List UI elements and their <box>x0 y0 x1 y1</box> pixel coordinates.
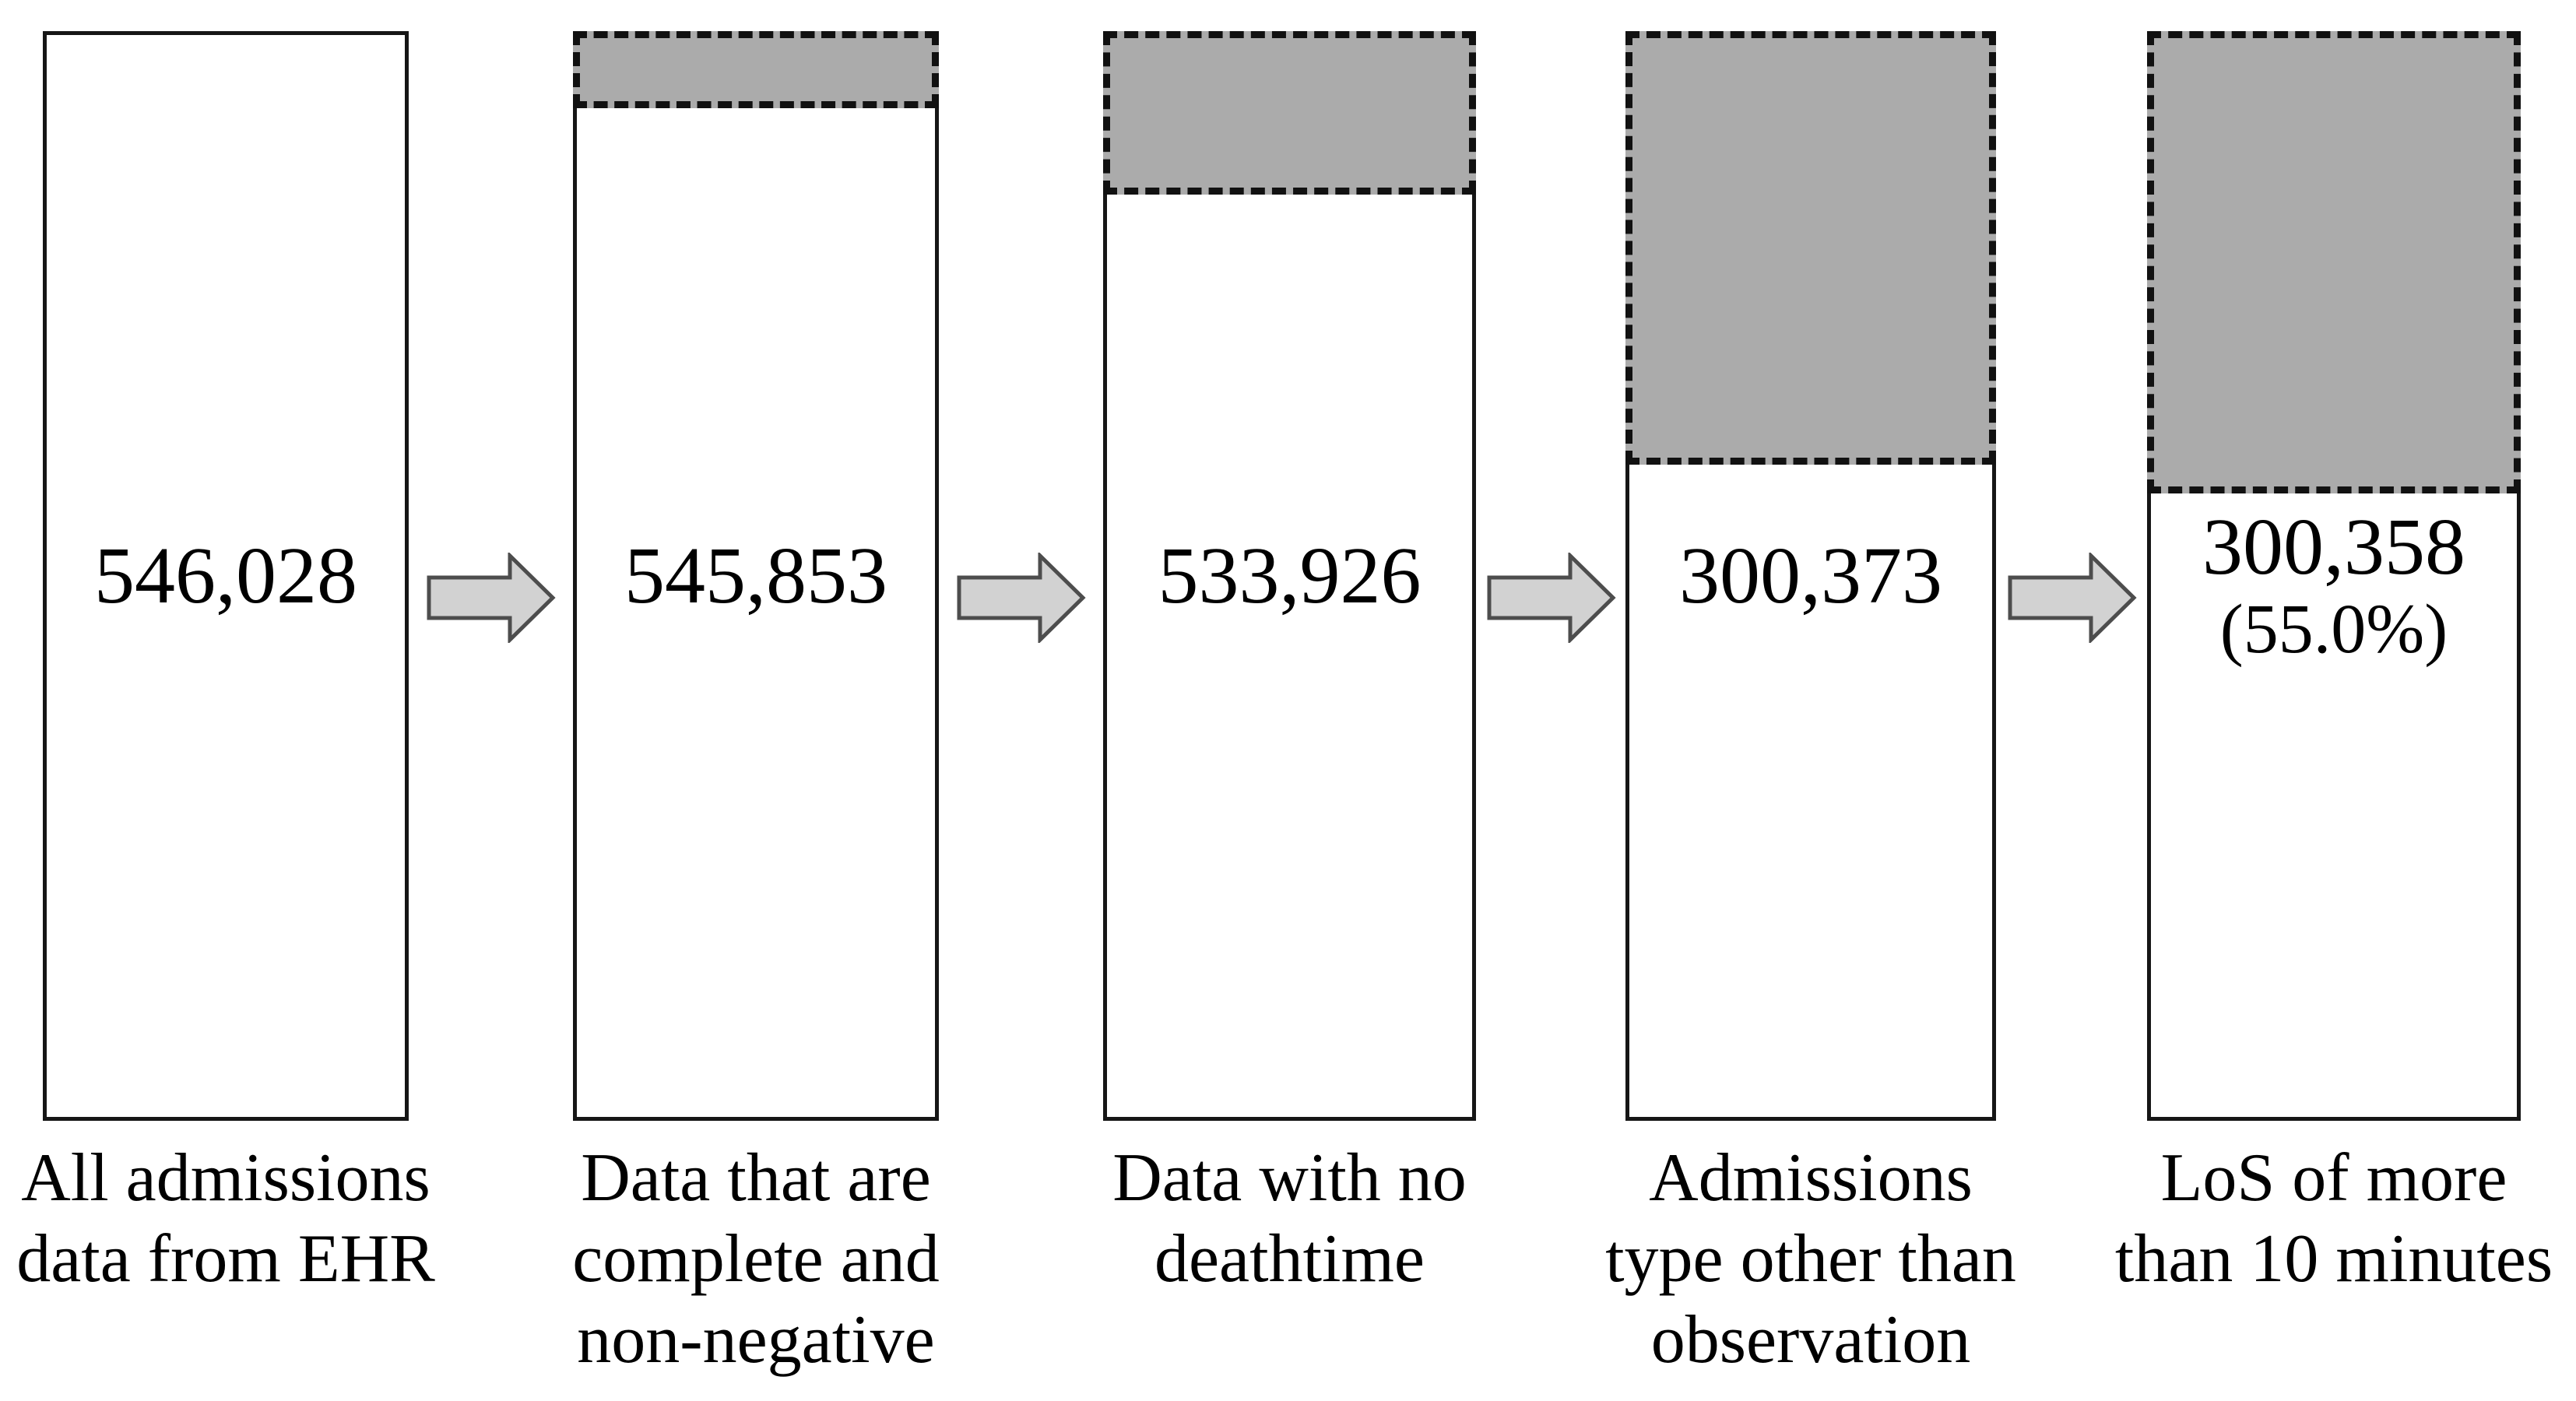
excluded-region <box>1103 31 1476 195</box>
bar-label: All admissions data from EHR <box>16 1140 435 1297</box>
bar-value: 300,373 <box>1679 530 1942 620</box>
bar-value: 533,926 <box>1158 530 1422 620</box>
bar-all-admissions: 546,028 <box>43 31 409 1121</box>
bar-value-block: 533,926 <box>1091 531 1488 621</box>
excluded-region <box>2147 31 2521 493</box>
bar-percent: (55.0%) <box>2219 590 2448 668</box>
bar-complete-data: 545,853 <box>573 31 939 1121</box>
flow-arrow-icon <box>957 553 1086 643</box>
bar-label: Admissions type other than observation <box>1605 1140 2016 1378</box>
bar-label: Data that are complete and non-negative <box>572 1140 940 1378</box>
bar-admission-type: 300,373 <box>1625 31 1996 1121</box>
bar-value-block: 300,358 (55.0%) <box>2135 502 2532 666</box>
excluded-region <box>573 31 939 108</box>
flow-arrow-shape <box>957 553 1086 643</box>
bar-group-complete-data: 545,853 Data that are complete and non-n… <box>572 31 940 1378</box>
bar-group-all-admissions: 546,028 All admissions data from EHR <box>16 31 435 1297</box>
flow-arrow-icon <box>2008 553 2137 643</box>
bar-value: 546,028 <box>94 530 357 620</box>
bar-group-no-deathtime: 533,926 Data with no deathtime <box>1103 31 1476 1297</box>
flow-arrow-shape <box>427 553 556 643</box>
flow-arrow-shape <box>2008 553 2137 643</box>
bar-group-admission-type: 300,373 Admissions type other than obser… <box>1605 31 2016 1378</box>
bar-label: Data with no deathtime <box>1112 1140 1467 1297</box>
excluded-region <box>1625 31 1996 465</box>
flow-arrow-shape <box>1487 553 1616 643</box>
flow-arrow-icon <box>427 553 556 643</box>
bar-value: 545,853 <box>624 530 887 620</box>
bar-no-deathtime: 533,926 <box>1103 31 1476 1121</box>
bar-los-filter: 300,358 (55.0%) <box>2147 31 2521 1121</box>
bar-group-los-filter: 300,358 (55.0%) LoS of more than 10 minu… <box>2115 31 2553 1297</box>
bar-value: 300,358 <box>2202 502 2465 592</box>
bar-value-block: 546,028 <box>31 531 420 621</box>
bar-label: LoS of more than 10 minutes <box>2114 1140 2553 1297</box>
flow-arrow-icon <box>1487 553 1616 643</box>
bar-value-block: 300,373 <box>1614 531 2008 621</box>
bar-value-block: 545,853 <box>561 531 951 621</box>
